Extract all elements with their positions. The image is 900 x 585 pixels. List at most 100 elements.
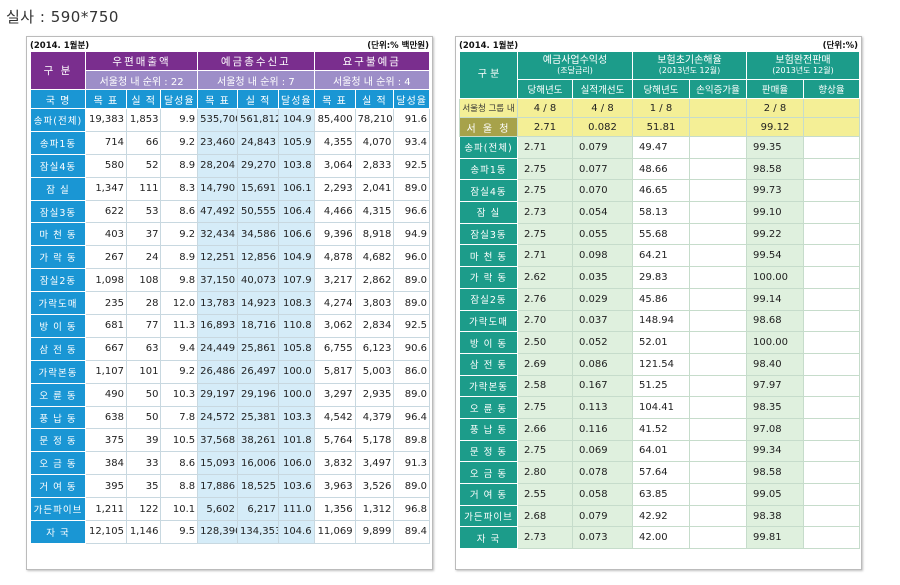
value-cell: 93.4 <box>393 130 430 155</box>
value-cell: 9.9 <box>160 108 199 132</box>
value-cell: 1,356 <box>313 497 356 522</box>
value-cell <box>689 504 747 528</box>
value-cell: 4,315 <box>354 199 395 224</box>
value-cell: 2,834 <box>354 314 395 338</box>
value-cell: 24,449 <box>197 336 239 361</box>
table-row: 가락도매 2.70 0.037 148.94 98.68 <box>459 309 860 333</box>
value-cell: 3,526 <box>354 474 395 499</box>
value-cell: 0.079 <box>572 136 633 159</box>
value-cell: 90.6 <box>393 336 430 361</box>
value-cell: 6,217 <box>237 497 279 522</box>
value-cell: 2,833 <box>354 153 395 178</box>
value-cell: 103.6 <box>278 474 315 499</box>
value-cell: 99.10 <box>746 201 804 224</box>
value-cell: 29,270 <box>237 153 279 178</box>
value-cell: 4,466 <box>313 199 356 224</box>
value-cell: 10.1 <box>160 497 199 522</box>
right-subcol-header: 판매율 <box>746 79 804 99</box>
office-name: 가든파이브 <box>459 504 518 528</box>
right-corner-header: 구 분 <box>459 51 518 99</box>
office-name: 마 천 동 <box>30 222 86 247</box>
seoul-group-rank-row: 서울청 그룹 내 4 / 8 4 / 8 1 / 8 2 / 8 <box>459 98 860 118</box>
office-name: 잠실2동 <box>30 268 86 293</box>
value-cell: 100.0 <box>278 382 315 407</box>
value-cell: 97.97 <box>746 374 804 398</box>
office-name: 문 정 동 <box>30 428 86 453</box>
value-cell: 384 <box>84 451 127 476</box>
office-name: 오 금 동 <box>30 451 86 476</box>
right-subcol-header: 손익증가율 <box>689 79 747 99</box>
office-name: 가락도매 <box>459 309 518 333</box>
group-header-postal-sales: 우편매출액 <box>84 51 199 71</box>
table-row: 잠 실 1,347 111 8.3 14,790 15,691 106.1 2,293 2,04… <box>30 176 430 201</box>
office-name: 자 국 <box>30 520 86 544</box>
value-cell: 50,555 <box>237 199 279 224</box>
subcol-header: 목 표 <box>84 89 127 109</box>
office-name: 풍 납 동 <box>30 405 86 430</box>
value-cell: 10.3 <box>160 382 199 407</box>
value-cell: 9.5 <box>160 520 199 544</box>
value-cell: 13,783 <box>197 291 239 316</box>
value-cell: 5,003 <box>354 359 395 384</box>
value-cell <box>689 157 747 181</box>
value-cell: 8.9 <box>160 245 199 270</box>
value-cell: 2,935 <box>354 382 395 407</box>
value-cell: 2.71 <box>517 117 573 137</box>
value-cell: 48.66 <box>632 157 690 181</box>
value-cell: 2,862 <box>354 268 395 293</box>
value-cell: 23,460 <box>197 130 239 155</box>
office-name: 문 정 동 <box>459 439 518 463</box>
value-cell: 99.54 <box>746 244 804 268</box>
value-cell: 8,918 <box>354 222 395 247</box>
value-cell: 11.3 <box>160 314 199 338</box>
value-cell: 37 <box>125 222 162 247</box>
value-cell: 2.80 <box>517 461 573 484</box>
postal-finance-table-panel: (2014. 1월분) (단위:% 백만원) 구 분 우편매출액 예금총수신고 … <box>26 36 433 570</box>
value-cell: 42.92 <box>632 504 690 528</box>
value-cell: 0.054 <box>572 201 633 224</box>
value-cell: 0.078 <box>572 461 633 484</box>
value-cell <box>803 417 860 441</box>
value-cell: 122 <box>125 497 162 522</box>
value-cell: 99.22 <box>746 222 804 246</box>
value-cell: 98.58 <box>746 157 804 181</box>
profitability-insurance-table-body: 서울청 그룹 내 4 / 8 4 / 8 1 / 8 2 / 8 서 울 청 2… <box>459 98 860 550</box>
subcol-header: 달성율 <box>393 89 430 109</box>
office-name: 가든파이브 <box>30 497 86 522</box>
value-cell: 375 <box>84 428 127 453</box>
subcol-header: 달성율 <box>278 89 315 109</box>
value-cell: 42.00 <box>632 526 690 550</box>
value-cell: 622 <box>84 199 127 224</box>
value-cell: 110.8 <box>278 314 315 338</box>
value-cell: 98.68 <box>746 309 804 333</box>
value-cell: 25,381 <box>237 405 279 430</box>
office-name: 송파1동 <box>30 130 86 155</box>
value-cell: 98.40 <box>746 352 804 376</box>
subcol-header: 달성율 <box>160 89 199 109</box>
value-cell: 4,355 <box>313 130 356 155</box>
office-name: 거 여 동 <box>459 483 518 506</box>
value-cell <box>803 526 860 550</box>
table-row: 잠 실 2.73 0.054 58.13 99.10 <box>459 201 860 224</box>
image-size-caption: 실사 : 590*750 <box>6 8 119 26</box>
value-cell: 2.75 <box>517 396 573 419</box>
value-cell: 0.055 <box>572 222 633 246</box>
right-period-label: (2014. 1월분) <box>459 41 519 51</box>
value-cell: 8.3 <box>160 176 199 201</box>
office-name-header: 국 명 <box>30 89 86 109</box>
value-cell: 15,093 <box>197 451 239 476</box>
value-cell: 41.52 <box>632 417 690 441</box>
value-cell: 2,041 <box>354 176 395 201</box>
value-cell: 96.6 <box>393 199 430 224</box>
value-cell: 14,923 <box>237 291 279 316</box>
value-cell: 681 <box>84 314 127 338</box>
value-cell: 3,217 <box>313 268 356 293</box>
value-cell: 2.73 <box>517 526 573 550</box>
value-cell: 2.62 <box>517 266 573 289</box>
value-cell <box>803 287 860 311</box>
value-cell: 0.113 <box>572 396 633 419</box>
value-cell: 14,790 <box>197 176 239 201</box>
subcol-header: 실 적 <box>237 89 279 109</box>
value-cell <box>803 352 860 376</box>
right-panel-header: (2014. 1월분) (단위:%) <box>459 39 858 51</box>
